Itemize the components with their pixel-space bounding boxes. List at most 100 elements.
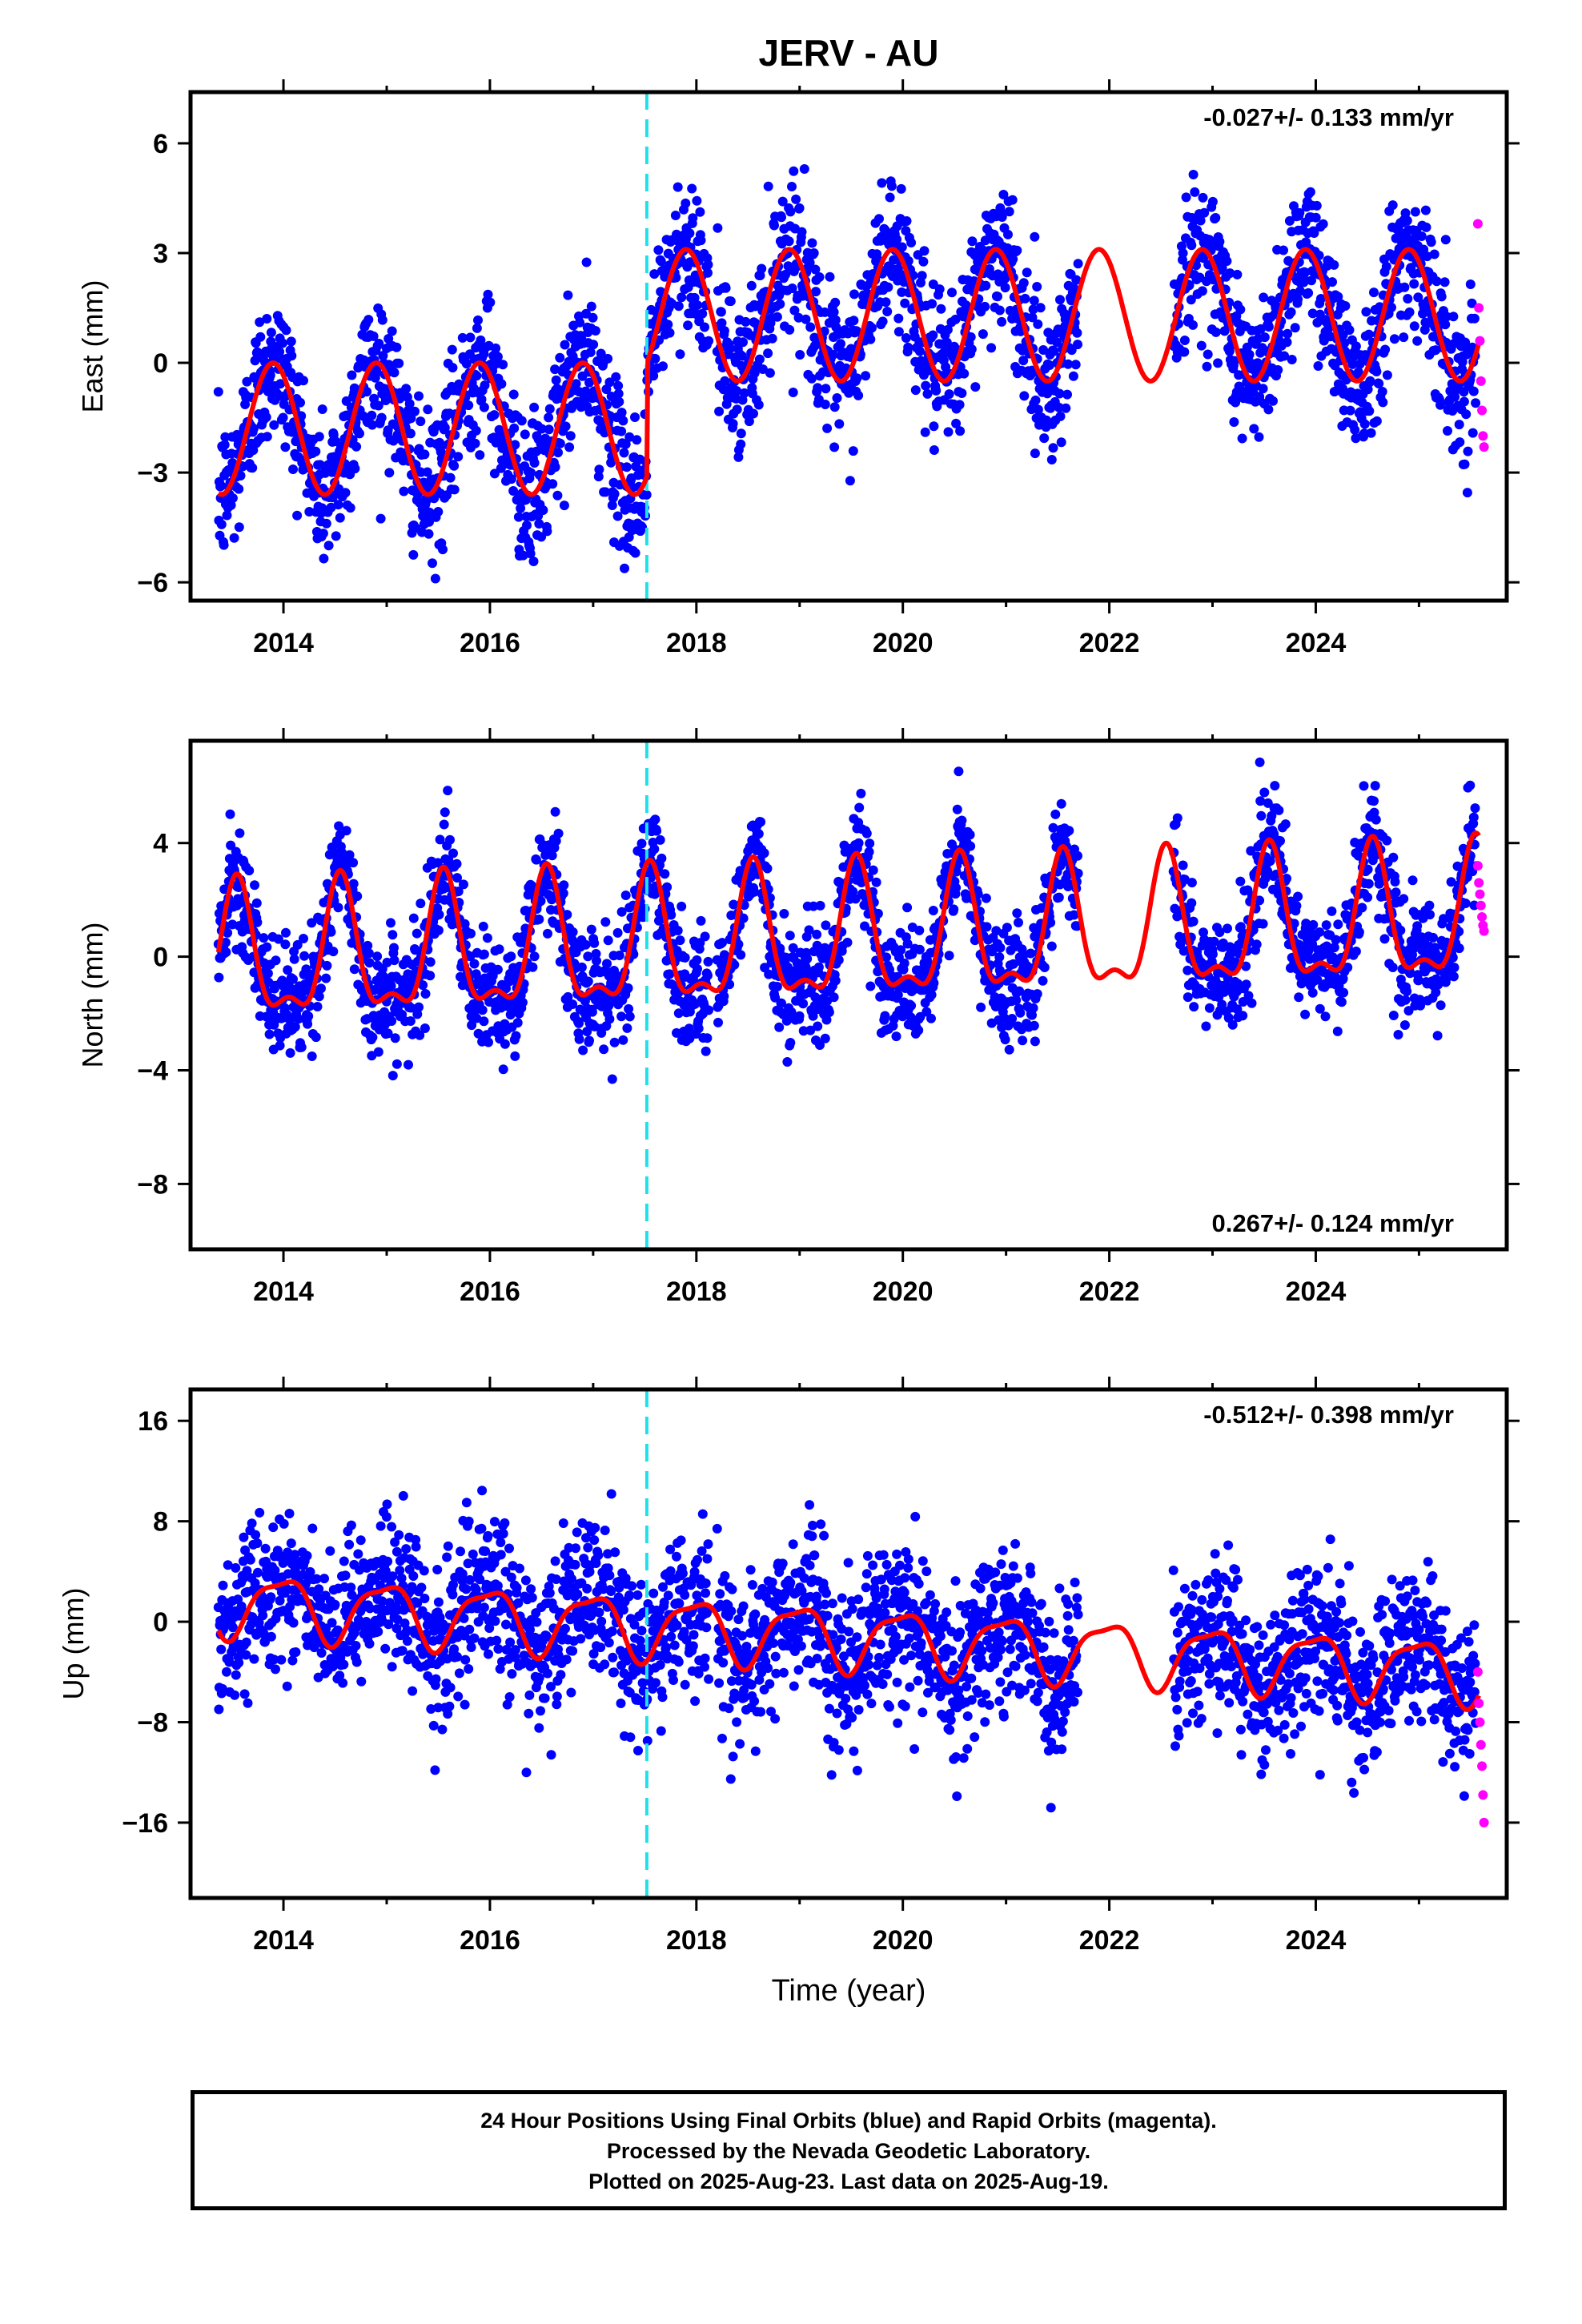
final-orbit-point [942, 324, 953, 335]
final-orbit-point [475, 450, 485, 460]
final-orbit-point [1273, 365, 1283, 375]
final-orbit-point [880, 1011, 890, 1021]
final-orbit-point [980, 301, 990, 312]
final-orbit-point [906, 238, 917, 247]
final-orbit-point [808, 1011, 818, 1021]
final-orbit-point [416, 416, 426, 427]
final-orbit-point [223, 927, 233, 938]
final-orbit-point [704, 1005, 714, 1015]
final-orbit-point [681, 198, 691, 208]
final-orbit-point [383, 1028, 393, 1039]
final-orbit-point [404, 1059, 413, 1070]
final-orbit-point [779, 909, 789, 919]
final-orbit-point [509, 423, 520, 433]
final-orbit-point [897, 287, 907, 297]
final-orbit-point [926, 1013, 936, 1023]
final-orbit-point [596, 1027, 607, 1038]
final-orbit-point [728, 419, 738, 429]
final-orbit-point [725, 979, 735, 990]
final-orbit-point [1056, 798, 1066, 809]
final-orbit-point [367, 410, 377, 420]
final-orbit-point [518, 550, 528, 561]
final-orbit-point [1399, 282, 1410, 292]
final-orbit-point [534, 915, 544, 924]
final-orbit-point [1054, 388, 1065, 399]
final-orbit-point [1327, 277, 1337, 287]
final-orbit-point [951, 418, 962, 428]
final-orbit-point [248, 424, 259, 433]
final-orbit-point [405, 428, 416, 439]
final-orbit-point [220, 432, 231, 442]
final-orbit-point [550, 462, 560, 472]
final-orbit-point [319, 553, 329, 564]
final-orbit-point [445, 834, 455, 845]
plot-area [213, 92, 1489, 601]
final-orbit-point [1204, 1003, 1215, 1013]
final-orbit-point [934, 284, 945, 295]
final-orbit-point [555, 438, 565, 448]
final-orbit-point [350, 464, 360, 474]
final-orbit-point [1339, 987, 1349, 998]
final-orbit-point [479, 949, 489, 959]
final-orbit-point [1426, 237, 1436, 247]
rapid-orbit-point [1475, 336, 1485, 346]
final-orbit-point [1070, 360, 1081, 370]
plot-area [213, 741, 1489, 1249]
final-orbit-point [892, 235, 902, 244]
final-orbit-point [865, 838, 875, 849]
final-orbit-point [438, 545, 448, 555]
final-orbit-point [517, 997, 528, 1007]
final-orbit-point [753, 400, 764, 410]
final-orbit-point [822, 423, 833, 433]
final-orbit-point [1315, 927, 1325, 937]
rapid-orbit-point [1472, 219, 1483, 229]
final-orbit-point [782, 1057, 793, 1067]
final-orbit-point [584, 1035, 594, 1046]
final-orbit-point [1178, 860, 1188, 870]
final-orbit-point [757, 263, 767, 274]
final-orbit-point [511, 1031, 521, 1041]
final-orbit-point [1331, 935, 1341, 945]
final-orbit-point [671, 272, 681, 283]
final-orbit-point [673, 182, 683, 192]
final-orbit-point [596, 348, 606, 359]
x-tick-label: 2018 [666, 628, 727, 658]
final-orbit-point [1268, 396, 1278, 406]
final-orbit-point [405, 1016, 416, 1026]
final-orbit-point [693, 1023, 704, 1034]
final-orbit-point [811, 287, 821, 297]
final-orbit-point [1241, 979, 1251, 990]
final-orbit-point [624, 1003, 634, 1014]
final-orbit-point [981, 893, 991, 903]
final-orbit-point [412, 928, 422, 939]
final-orbit-point [774, 1022, 785, 1032]
final-orbit-point [613, 388, 624, 399]
final-orbit-point [865, 981, 876, 991]
final-orbit-point [696, 915, 706, 926]
final-orbit-point [966, 344, 977, 355]
final-orbit-point [1410, 207, 1420, 217]
final-orbit-point [736, 428, 746, 439]
final-orbit-point [1035, 303, 1046, 313]
final-orbit-point [845, 476, 855, 486]
rapid-orbit-point [1476, 376, 1486, 386]
final-orbit-point [565, 431, 576, 441]
final-orbit-point [374, 339, 384, 348]
final-orbit-point [725, 344, 736, 354]
final-orbit-point [1008, 254, 1018, 264]
final-orbit-point [1382, 835, 1392, 846]
final-orbit-point [1032, 282, 1042, 292]
final-orbit-point [321, 973, 331, 983]
final-orbit-point [641, 489, 652, 500]
final-orbit-point [910, 385, 921, 396]
final-orbit-point [255, 332, 266, 342]
final-orbit-point [498, 360, 508, 370]
final-orbit-point [1186, 898, 1197, 908]
final-orbit-point [227, 493, 238, 503]
final-orbit-point [472, 1013, 482, 1023]
final-orbit-point [433, 925, 444, 935]
final-orbit-point [1416, 231, 1427, 241]
final-orbit-point [477, 1005, 488, 1015]
final-orbit-point [914, 944, 925, 955]
final-orbit-point [619, 448, 629, 458]
